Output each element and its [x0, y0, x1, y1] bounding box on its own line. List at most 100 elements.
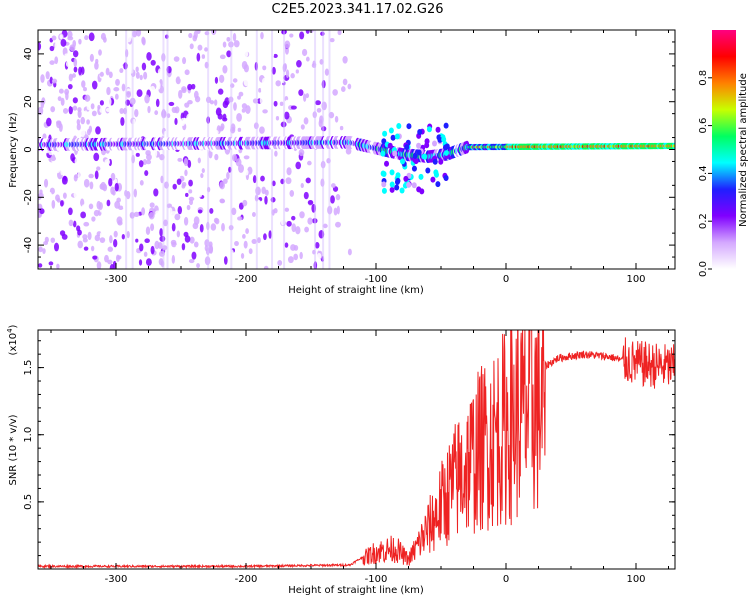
spectrogram-noise-cell	[77, 229, 82, 236]
spectrogram-noise-cell	[212, 168, 219, 177]
spectrogram-noise-cell	[347, 248, 352, 256]
spectrogram-noise-cell	[264, 189, 269, 196]
spectrogram-noise-cell	[201, 168, 205, 174]
spectrogram-noise-cell	[251, 238, 257, 245]
spectrogram-noise-cell	[214, 49, 219, 58]
spectrogram-noise-cell	[104, 254, 109, 263]
spectrogram-noise-cell	[240, 252, 245, 259]
spectrogram-noise-cell	[298, 109, 304, 115]
spectrogram-noise-cell	[79, 128, 86, 137]
spectrogram-noise-cell	[214, 76, 219, 84]
spectrogram-noise-cell	[60, 38, 67, 47]
spectrogram-noise-cell	[117, 220, 123, 226]
spectrogram-scatter-cell	[418, 173, 424, 180]
spectrogram-noise-cell	[290, 73, 295, 79]
spectrogram-noise-column	[328, 30, 331, 269]
spectrogram-noise-cell	[55, 194, 60, 202]
snr-scale-base: (x10	[8, 333, 19, 356]
spectrogram-noise-cell	[58, 88, 64, 94]
spectrogram-y-label: Frequency (Hz)	[8, 112, 19, 188]
spectrogram-noise-cell	[83, 221, 90, 227]
spectrogram-noise-column	[271, 30, 274, 269]
spectrogram-noise-cell	[92, 255, 98, 260]
spectrogram-noise-column	[283, 30, 286, 269]
spectrogram-noise-cell	[242, 199, 248, 207]
snr-y-label: SNR (10 * v/v)	[8, 414, 19, 485]
spectrogram-noise-cell	[86, 128, 91, 136]
spectrogram-noise-cell	[114, 182, 119, 192]
spectrogram-noise-cell	[120, 116, 125, 126]
spectrogram-scatter-cell	[389, 169, 395, 176]
spectrogram-noise-cell	[134, 228, 140, 235]
spectrogram-noise-cell	[135, 238, 139, 243]
spectrogram-noise-cell	[99, 71, 104, 77]
spectrogram-noise-cell	[304, 226, 309, 233]
spectrogram-noise-cell	[67, 207, 73, 216]
spectrogram-noise-cell	[334, 221, 341, 228]
spectrogram-noise-cell	[341, 86, 346, 93]
spectrogram-scatter-cell	[443, 174, 449, 181]
spectrogram-noise-cell	[287, 256, 294, 264]
spectrogram-noise-cell	[138, 160, 144, 168]
spectrogram-marks	[38, 30, 675, 269]
spectrogram-noise-cell	[144, 94, 150, 104]
spectrogram-noise-cell	[68, 105, 73, 115]
spectrogram-noise-cell	[316, 107, 322, 113]
spectrogram-noise-cell	[211, 67, 218, 72]
spectrogram-noise-cell	[305, 93, 310, 99]
spectrogram-noise-cell	[191, 251, 197, 260]
spectrogram-noise-cell	[178, 41, 182, 50]
spectrogram-noise-cell	[138, 259, 143, 266]
spectrogram-noise-cell	[49, 76, 53, 84]
spectrogram-noise-cell	[133, 188, 138, 198]
spectrogram-scatter-cell	[388, 127, 394, 134]
spectrogram-noise-cell	[78, 30, 84, 34]
spectrogram-noise-cell	[135, 152, 140, 157]
spectrogram-noise-cell	[70, 99, 74, 108]
spectrogram-scatter-cell	[392, 150, 398, 157]
spectrogram-noise-cell	[284, 207, 290, 212]
spectrogram-noise-cell	[68, 73, 73, 82]
spectrogram-noise-cell	[181, 87, 187, 94]
spectrogram-noise-cell	[290, 105, 297, 110]
colorbar-gradient	[712, 30, 736, 269]
spectrogram-noise-cell	[81, 80, 86, 88]
spectrogram-noise-cell	[244, 169, 249, 176]
spectrogram-noise-cell	[316, 252, 322, 260]
spectrogram-noise-cell	[219, 181, 225, 190]
spectrogram-noise-cell	[48, 261, 54, 266]
spectrogram-noise-cell	[134, 108, 139, 118]
spectrogram-noise-cell	[264, 220, 270, 229]
spectrogram-noise-cell	[51, 78, 58, 84]
spectrogram-noise-cell	[185, 192, 189, 197]
spectrogram-noise-cell	[45, 71, 50, 80]
spectrogram-noise-cell	[106, 199, 111, 207]
spectrogram-scatter-cell	[416, 186, 422, 193]
spectrogram-noise-cell	[224, 97, 230, 106]
spectrogram-noise-cell	[159, 228, 163, 237]
spectrogram-noise-cell	[173, 56, 180, 62]
spectrogram-noise-cell	[231, 154, 238, 162]
spectrogram-noise-cell	[298, 89, 304, 97]
spectrogram-noise-cell	[87, 231, 92, 241]
spectrogram-noise-cell	[121, 76, 127, 82]
spectrogram-noise-cell	[286, 167, 292, 176]
x-tick-label: 100	[626, 274, 645, 285]
colorbar-tick-label: 0.8	[698, 70, 709, 86]
spectrogram-noise-cell	[99, 106, 104, 113]
spectrogram-noise-cell	[264, 195, 268, 205]
spectrogram-noise-cell	[331, 217, 336, 227]
spectrogram-noise-cell	[307, 217, 313, 225]
spectrogram-noise-cell	[174, 106, 180, 114]
spectrogram-noise-cell	[107, 259, 113, 265]
spectrogram-noise-cell	[72, 97, 78, 104]
spectrogram-noise-cell	[297, 83, 301, 92]
spectrogram-scatter-cell	[412, 152, 418, 159]
spectrogram-noise-column	[314, 30, 317, 269]
spectrogram-noise-cell	[155, 210, 161, 216]
spectrogram-noise-cell	[50, 237, 56, 243]
spectrogram-noise-cell	[214, 99, 218, 106]
spectrogram-scatter-cell	[382, 130, 388, 137]
spectrogram-noise-cell	[217, 113, 223, 120]
